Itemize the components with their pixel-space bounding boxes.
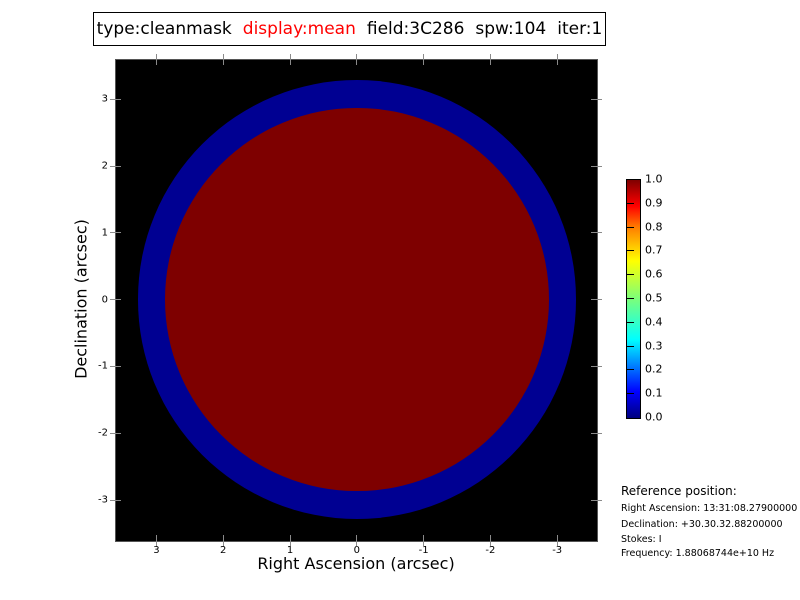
y-tick-mark-left xyxy=(110,232,121,234)
y-tick-mark-left xyxy=(110,365,121,367)
reference-right-ascension: Right Ascension: 13:31:08.27900000 xyxy=(621,503,798,514)
colorbar-tick-label: 0.3 xyxy=(645,339,663,353)
x-tick-mark-bottom xyxy=(423,535,425,546)
colorbar-tick-mark xyxy=(626,321,634,323)
colorbar-tick-mark xyxy=(626,345,634,347)
y-tick-mark-right xyxy=(591,299,602,301)
title-segment-field: field:3C286 xyxy=(366,18,465,39)
x-tick-mark-top xyxy=(556,54,558,65)
x-axis-label: Right Ascension (arcsec) xyxy=(257,554,455,573)
colorbar-tick-label: 0.7 xyxy=(645,243,663,257)
y-tick-mark-right xyxy=(591,165,602,167)
y-tick-mark-left xyxy=(110,165,121,167)
y-tick-mark-left xyxy=(110,299,121,301)
x-tick-mark-bottom xyxy=(556,535,558,546)
x-tick-label: 0 xyxy=(353,545,360,556)
colorbar-tick-label: 0.4 xyxy=(645,315,663,329)
x-tick-label: 3 xyxy=(153,545,160,556)
x-tick-mark-top xyxy=(356,54,358,65)
y-tick-mark-right xyxy=(591,232,602,234)
x-tick-mark-bottom xyxy=(222,535,224,546)
colorbar-tick-label: 0.0 xyxy=(645,410,663,424)
reference-frequency: Frequency: 1.88068744e+10 Hz xyxy=(621,548,775,559)
x-tick-mark-top xyxy=(489,54,491,65)
reference-declination: Declination: +30.30.32.88200000 xyxy=(621,519,783,530)
colorbar xyxy=(626,179,641,419)
x-tick-mark-top xyxy=(222,54,224,65)
y-tick-label: -3 xyxy=(98,494,108,506)
y-tick-label: 3 xyxy=(101,93,108,105)
y-axis-label: Declination (arcsec) xyxy=(71,219,91,379)
x-tick-label: 2 xyxy=(220,545,227,556)
colorbar-tick-label: 0.1 xyxy=(645,386,663,400)
y-tick-label: -1 xyxy=(98,360,108,372)
title-segment-iter: iter:1 xyxy=(557,18,603,39)
colorbar-tick-mark xyxy=(626,274,634,276)
reference-stokes: Stokes: I xyxy=(621,534,662,545)
x-tick-label: -2 xyxy=(485,545,496,556)
colorbar-tick-label: 1.0 xyxy=(645,172,663,186)
colorbar-tick-mark xyxy=(626,226,634,228)
x-tick-mark-bottom xyxy=(489,535,491,546)
x-tick-mark-bottom xyxy=(356,535,358,546)
title-segment-display: display:mean xyxy=(242,18,356,39)
y-tick-mark-right xyxy=(591,98,602,100)
x-tick-mark-bottom xyxy=(289,535,291,546)
colorbar-tick-mark xyxy=(626,202,634,204)
y-tick-mark-left xyxy=(110,98,121,100)
reference-position-heading: Reference position: xyxy=(621,484,737,498)
colorbar-tick-label: 0.9 xyxy=(645,196,663,210)
x-tick-label: 1 xyxy=(286,545,294,556)
title-segment-spw: spw:104 xyxy=(475,18,547,39)
mask-inner-disk-circle xyxy=(165,107,549,492)
y-tick-label: 2 xyxy=(101,160,108,172)
colorbar-tick-label: 0.8 xyxy=(645,220,663,234)
y-tick-mark-right xyxy=(591,432,602,434)
colorbar-tick-label: 0.2 xyxy=(645,362,663,376)
x-tick-label: -3 xyxy=(552,545,563,556)
image-canvas xyxy=(115,59,598,542)
y-tick-mark-left xyxy=(110,432,121,434)
y-tick-mark-right xyxy=(591,499,602,501)
x-tick-label: -1 xyxy=(418,545,429,556)
colorbar-tick-label: 0.6 xyxy=(645,267,663,281)
x-tick-mark-bottom xyxy=(155,535,157,546)
x-tick-mark-top xyxy=(155,54,157,65)
title-segment-type: type:cleanmask xyxy=(96,18,232,39)
colorbar-tick-mark xyxy=(626,298,634,299)
x-tick-mark-top xyxy=(423,54,425,65)
y-tick-mark-left xyxy=(110,499,121,501)
plot-title-box: type:cleanmask display:mean field:3C286 … xyxy=(93,12,606,46)
y-tick-mark-right xyxy=(591,365,602,367)
colorbar-tick-mark xyxy=(626,393,634,395)
colorbar-tick-mark xyxy=(626,250,634,252)
y-tick-label: 0 xyxy=(101,294,108,306)
y-tick-label: -2 xyxy=(98,427,108,439)
colorbar-tick-mark xyxy=(626,369,634,371)
colorbar-tick-label: 0.5 xyxy=(645,291,663,305)
y-tick-label: 1 xyxy=(101,227,108,239)
x-tick-mark-top xyxy=(289,54,291,65)
